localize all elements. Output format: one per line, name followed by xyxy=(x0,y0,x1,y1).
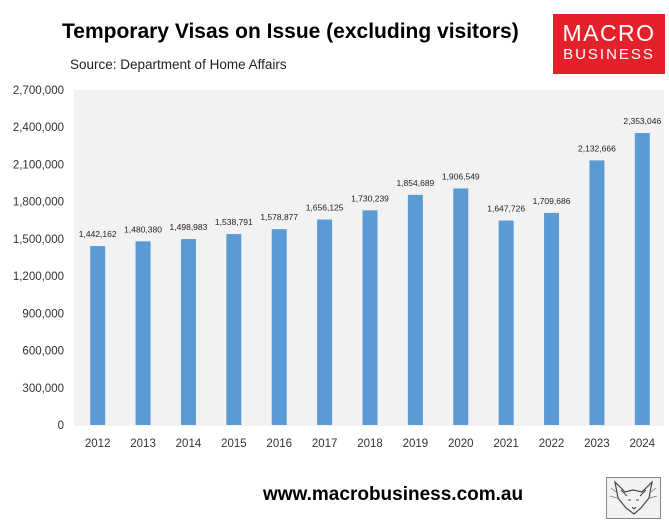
bars xyxy=(90,133,650,426)
x-tick-label-2017: 2017 xyxy=(312,438,338,450)
data-label-2022: 1,709,686 xyxy=(533,196,571,206)
chart-title: Temporary Visas on Issue (excluding visi… xyxy=(62,20,519,43)
data-label-2023: 2,132,666 xyxy=(578,143,616,153)
bar-2018 xyxy=(362,210,378,425)
x-tick-label-2023: 2023 xyxy=(584,438,610,450)
data-label-2021: 1,647,726 xyxy=(487,204,525,214)
y-tick-label: 0 xyxy=(58,420,64,432)
data-label-2024: 2,353,046 xyxy=(623,116,661,126)
y-tick-label: 900,000 xyxy=(22,308,64,320)
fox-head-sketch-icon xyxy=(606,477,661,519)
y-tick-label: 2,700,000 xyxy=(13,85,64,97)
bar-2019 xyxy=(407,194,423,425)
logo-text-macro: MACRO xyxy=(562,20,656,46)
bar-2024 xyxy=(634,133,650,426)
bar-chart: 0 300,000 600,000 900,000 1,200,000 1,500,000… xyxy=(13,85,664,450)
x-tick-label-2022: 2022 xyxy=(539,438,565,450)
y-tick-label: 1,200,000 xyxy=(13,271,64,283)
chart-source: Source: Department of Home Affairs xyxy=(70,57,287,72)
y-axis-ticks: 0 300,000 600,000 900,000 1,200,000 1,500,000… xyxy=(13,85,64,432)
x-tick-label-2019: 2019 xyxy=(403,438,429,450)
data-label-2017: 1,656,125 xyxy=(306,203,344,213)
x-tick-label-2024: 2024 xyxy=(630,438,656,450)
website-url[interactable]: www.macrobusiness.com.au xyxy=(263,484,524,505)
x-tick-label-2012: 2012 xyxy=(85,438,111,450)
y-tick-label: 1,500,000 xyxy=(13,234,64,246)
data-label-2019: 1,854,689 xyxy=(396,178,434,188)
bar-2021 xyxy=(498,220,514,425)
x-tick-label-2014: 2014 xyxy=(176,438,202,450)
data-labels: 1,442,162 1,480,380 1,498,983 1,538,791 1,57… xyxy=(79,116,662,239)
data-label-2020: 1,906,549 xyxy=(442,171,480,181)
bar-2015 xyxy=(226,234,242,425)
bar-2022 xyxy=(544,212,560,425)
bar-2023 xyxy=(589,160,605,426)
y-tick-label: 2,100,000 xyxy=(13,159,64,171)
bar-2020 xyxy=(453,188,469,425)
data-label-2016: 1,578,877 xyxy=(260,212,298,222)
data-label-2012: 1,442,162 xyxy=(79,229,117,239)
y-tick-label: 600,000 xyxy=(22,346,64,358)
data-label-2018: 1,730,239 xyxy=(351,193,389,203)
bar-2013 xyxy=(135,241,151,425)
bar-2017 xyxy=(317,219,333,425)
x-tick-label-2020: 2020 xyxy=(448,438,474,450)
bar-2012 xyxy=(90,246,106,425)
y-tick-label: 300,000 xyxy=(22,383,64,395)
bar-2016 xyxy=(271,229,287,425)
x-tick-label-2013: 2013 xyxy=(130,438,156,450)
data-label-2014: 1,498,983 xyxy=(170,222,208,232)
x-axis-ticks: 2012 2013 2014 2015 2016 2017 2018 2019 2020 2021… xyxy=(85,438,656,450)
macrobusiness-logo: MACRO BUSINESS xyxy=(553,14,665,74)
y-tick-label: 1,800,000 xyxy=(13,197,64,209)
logo-text-business: BUSINESS xyxy=(563,46,655,63)
data-label-2013: 1,480,380 xyxy=(124,224,162,234)
x-tick-label-2016: 2016 xyxy=(266,438,292,450)
data-label-2015: 1,538,791 xyxy=(215,217,253,227)
x-tick-label-2018: 2018 xyxy=(357,438,383,450)
x-tick-label-2021: 2021 xyxy=(493,438,519,450)
bar-2014 xyxy=(180,239,196,425)
x-tick-label-2015: 2015 xyxy=(221,438,247,450)
y-tick-label: 2,400,000 xyxy=(13,122,64,134)
